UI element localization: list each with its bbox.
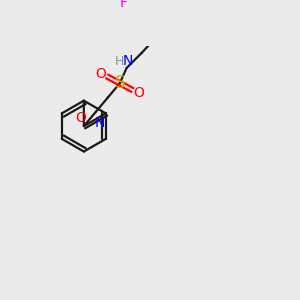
Text: N: N: [123, 54, 134, 68]
Text: O: O: [133, 85, 144, 100]
Text: S: S: [115, 74, 125, 92]
Text: H: H: [115, 55, 124, 68]
Text: F: F: [120, 0, 128, 10]
Text: N: N: [95, 116, 105, 130]
Text: O: O: [96, 67, 106, 81]
Text: O: O: [75, 111, 86, 124]
